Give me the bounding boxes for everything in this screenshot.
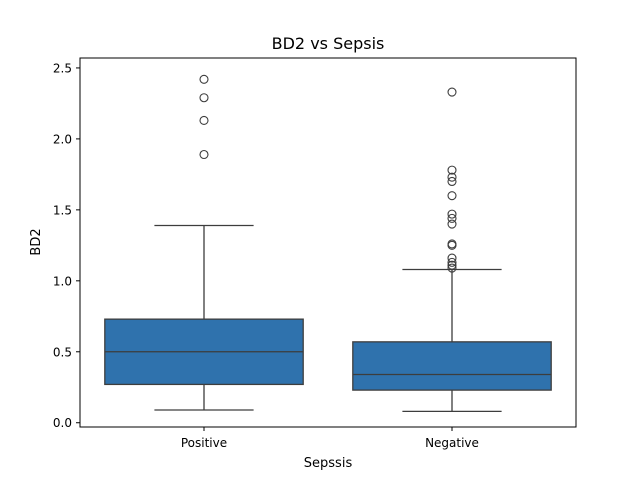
box-group-negative — [352, 87, 552, 413]
outlier-point — [447, 165, 457, 175]
outlier-point — [447, 239, 457, 249]
outlier-point — [447, 219, 457, 229]
outlier-point — [447, 87, 457, 97]
outlier-point — [447, 257, 457, 267]
y-tick-label: 1.5 — [53, 203, 72, 217]
chart-title: BD2 vs Sepsis — [272, 34, 385, 53]
x-tick-label: Negative — [425, 436, 479, 450]
x-axis-label: Sepssis — [304, 456, 353, 471]
outlier-point — [447, 172, 457, 182]
y-tick-label: 0.0 — [53, 416, 72, 430]
outlier-point — [199, 74, 209, 84]
outlier-point — [447, 176, 457, 187]
y-tick-label: 1.0 — [53, 274, 72, 288]
y-tick-label: 2.0 — [53, 132, 72, 146]
y-tick-label: 2.5 — [53, 61, 72, 75]
outlier-point — [199, 115, 209, 125]
outlier-point — [447, 209, 457, 219]
box-group-positive — [104, 74, 304, 411]
outlier-point — [447, 213, 457, 223]
outlier-point — [199, 149, 209, 160]
outlier-point — [447, 253, 457, 263]
iqr-box — [352, 341, 552, 391]
plot-frame — [79, 57, 577, 428]
outlier-point — [447, 263, 457, 273]
outlier-point — [447, 191, 457, 201]
outlier-point — [199, 93, 209, 103]
outlier-point — [447, 260, 457, 270]
y-tick-label: 0.5 — [53, 345, 72, 359]
x-tick-label: Positive — [181, 436, 227, 450]
y-axis-label: BD2 — [29, 228, 44, 255]
